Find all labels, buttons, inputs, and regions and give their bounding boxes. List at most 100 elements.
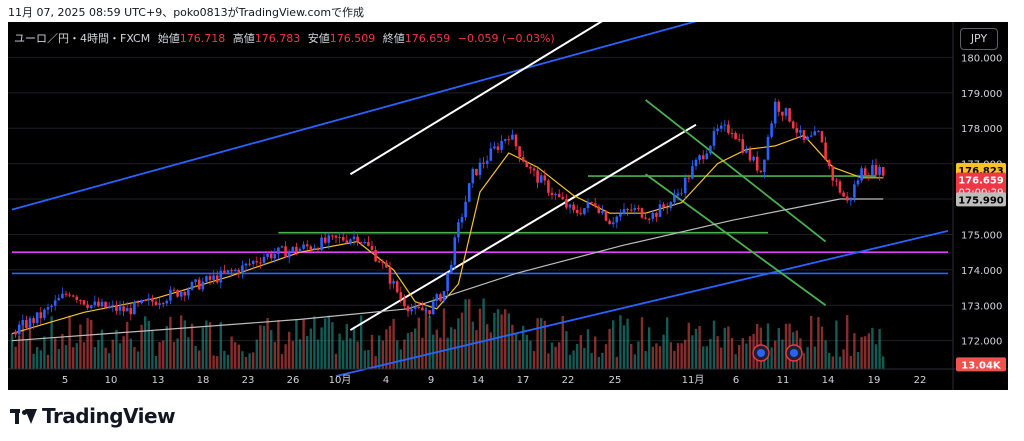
volume-bar bbox=[817, 317, 820, 369]
candle-body bbox=[557, 193, 561, 198]
volume-bar bbox=[18, 335, 21, 369]
chart-canvas[interactable]: 180.000179.000178.000177.000176.000175.0… bbox=[8, 6, 1008, 390]
candle-body bbox=[619, 213, 622, 217]
tradingview-logo-icon bbox=[10, 406, 37, 426]
candle-body bbox=[39, 312, 43, 319]
candle-body bbox=[503, 139, 507, 141]
legend-change: −0.059 (−0.03%) bbox=[457, 32, 555, 45]
candles-layer bbox=[14, 97, 885, 340]
volume-bar bbox=[363, 350, 366, 369]
candle-body bbox=[820, 131, 824, 143]
moving-average-line bbox=[11, 198, 884, 342]
candle-body bbox=[71, 295, 75, 297]
price-chart-svg[interactable]: 180.000179.000178.000177.000176.000175.0… bbox=[8, 6, 1008, 390]
volume-bar bbox=[475, 330, 478, 369]
volume-bar bbox=[25, 339, 28, 369]
volume-bar bbox=[320, 327, 323, 369]
candle-body bbox=[413, 306, 417, 310]
volume-bar bbox=[75, 343, 78, 369]
candle-body bbox=[579, 213, 583, 215]
candle-body bbox=[737, 139, 741, 141]
volume-bar bbox=[241, 351, 244, 369]
volume-bar bbox=[144, 316, 147, 369]
candle-body bbox=[338, 236, 341, 238]
time-tick-label: 19 bbox=[868, 375, 881, 386]
volume-bar bbox=[205, 320, 208, 369]
volume-bar bbox=[252, 352, 255, 369]
volume-bar bbox=[417, 317, 420, 369]
candle-body bbox=[136, 301, 140, 304]
volume-bar bbox=[324, 318, 327, 369]
price-label-text: 176.659 bbox=[958, 176, 1004, 187]
candle-body bbox=[835, 180, 838, 182]
volume-bar bbox=[378, 335, 381, 369]
volume-bar bbox=[540, 318, 543, 369]
volume-bar bbox=[860, 337, 863, 369]
candle-body bbox=[626, 209, 629, 211]
volume-bar bbox=[46, 354, 50, 369]
volume-bar bbox=[356, 341, 359, 369]
candle-body bbox=[853, 184, 856, 198]
volume-bar bbox=[630, 343, 633, 369]
volume-bar bbox=[734, 354, 737, 369]
volume-bar bbox=[529, 340, 532, 369]
candle-body bbox=[784, 108, 788, 116]
legend-open-label: 始値 bbox=[157, 32, 180, 45]
volume-bar bbox=[856, 351, 860, 369]
time-tick-label: 11月 bbox=[682, 374, 705, 386]
candle-body bbox=[763, 159, 766, 173]
volume-bar bbox=[442, 308, 446, 369]
volume-bar bbox=[489, 332, 492, 369]
volume-bar bbox=[169, 316, 172, 369]
candle-body bbox=[291, 246, 295, 252]
volume-bar bbox=[806, 346, 809, 369]
volume-bar bbox=[601, 352, 604, 369]
candle-body bbox=[712, 131, 716, 146]
volume-bar bbox=[460, 312, 464, 369]
candle-body bbox=[809, 135, 813, 137]
candle-body bbox=[665, 207, 669, 209]
candle-body bbox=[331, 235, 334, 237]
volume-bar bbox=[309, 328, 312, 369]
candle-body bbox=[446, 272, 449, 291]
candle-body bbox=[352, 236, 356, 240]
moving-average-layer bbox=[11, 134, 884, 342]
candle-body bbox=[813, 131, 817, 136]
volume-bar bbox=[698, 325, 701, 369]
currency-button[interactable]: JPY bbox=[960, 28, 998, 50]
candle-body bbox=[320, 237, 323, 251]
volume-bar bbox=[842, 349, 845, 369]
volume-bar bbox=[64, 345, 68, 369]
volume-bar bbox=[547, 353, 550, 369]
candle-body bbox=[496, 146, 500, 150]
candle-body bbox=[226, 270, 230, 273]
candle-body bbox=[262, 256, 266, 263]
candle-body bbox=[158, 303, 161, 305]
volume-bar bbox=[871, 327, 874, 369]
volume-bar bbox=[471, 321, 474, 369]
candle-body bbox=[133, 301, 136, 315]
candle-body bbox=[881, 166, 885, 176]
volume-bar bbox=[79, 324, 82, 369]
candle-body bbox=[687, 177, 691, 179]
volume-bar bbox=[201, 327, 204, 369]
volume-bar bbox=[381, 340, 384, 369]
candle-body bbox=[187, 289, 190, 296]
volume-bar bbox=[766, 323, 770, 369]
candle-body bbox=[845, 196, 849, 201]
volume-bar bbox=[810, 315, 813, 369]
candle-body bbox=[176, 290, 179, 297]
volume-bar bbox=[126, 321, 129, 369]
candle-body bbox=[799, 130, 802, 133]
candle-body bbox=[32, 318, 35, 323]
volume-bar bbox=[784, 323, 788, 369]
candle-body bbox=[334, 235, 338, 238]
candle-body bbox=[615, 216, 619, 223]
volume-bar bbox=[648, 327, 651, 369]
volume-bar bbox=[658, 346, 662, 369]
candle-body bbox=[406, 306, 410, 312]
candle-body bbox=[230, 270, 233, 272]
candle-body bbox=[241, 265, 244, 274]
candle-body bbox=[773, 101, 777, 124]
candle-body bbox=[716, 128, 719, 132]
